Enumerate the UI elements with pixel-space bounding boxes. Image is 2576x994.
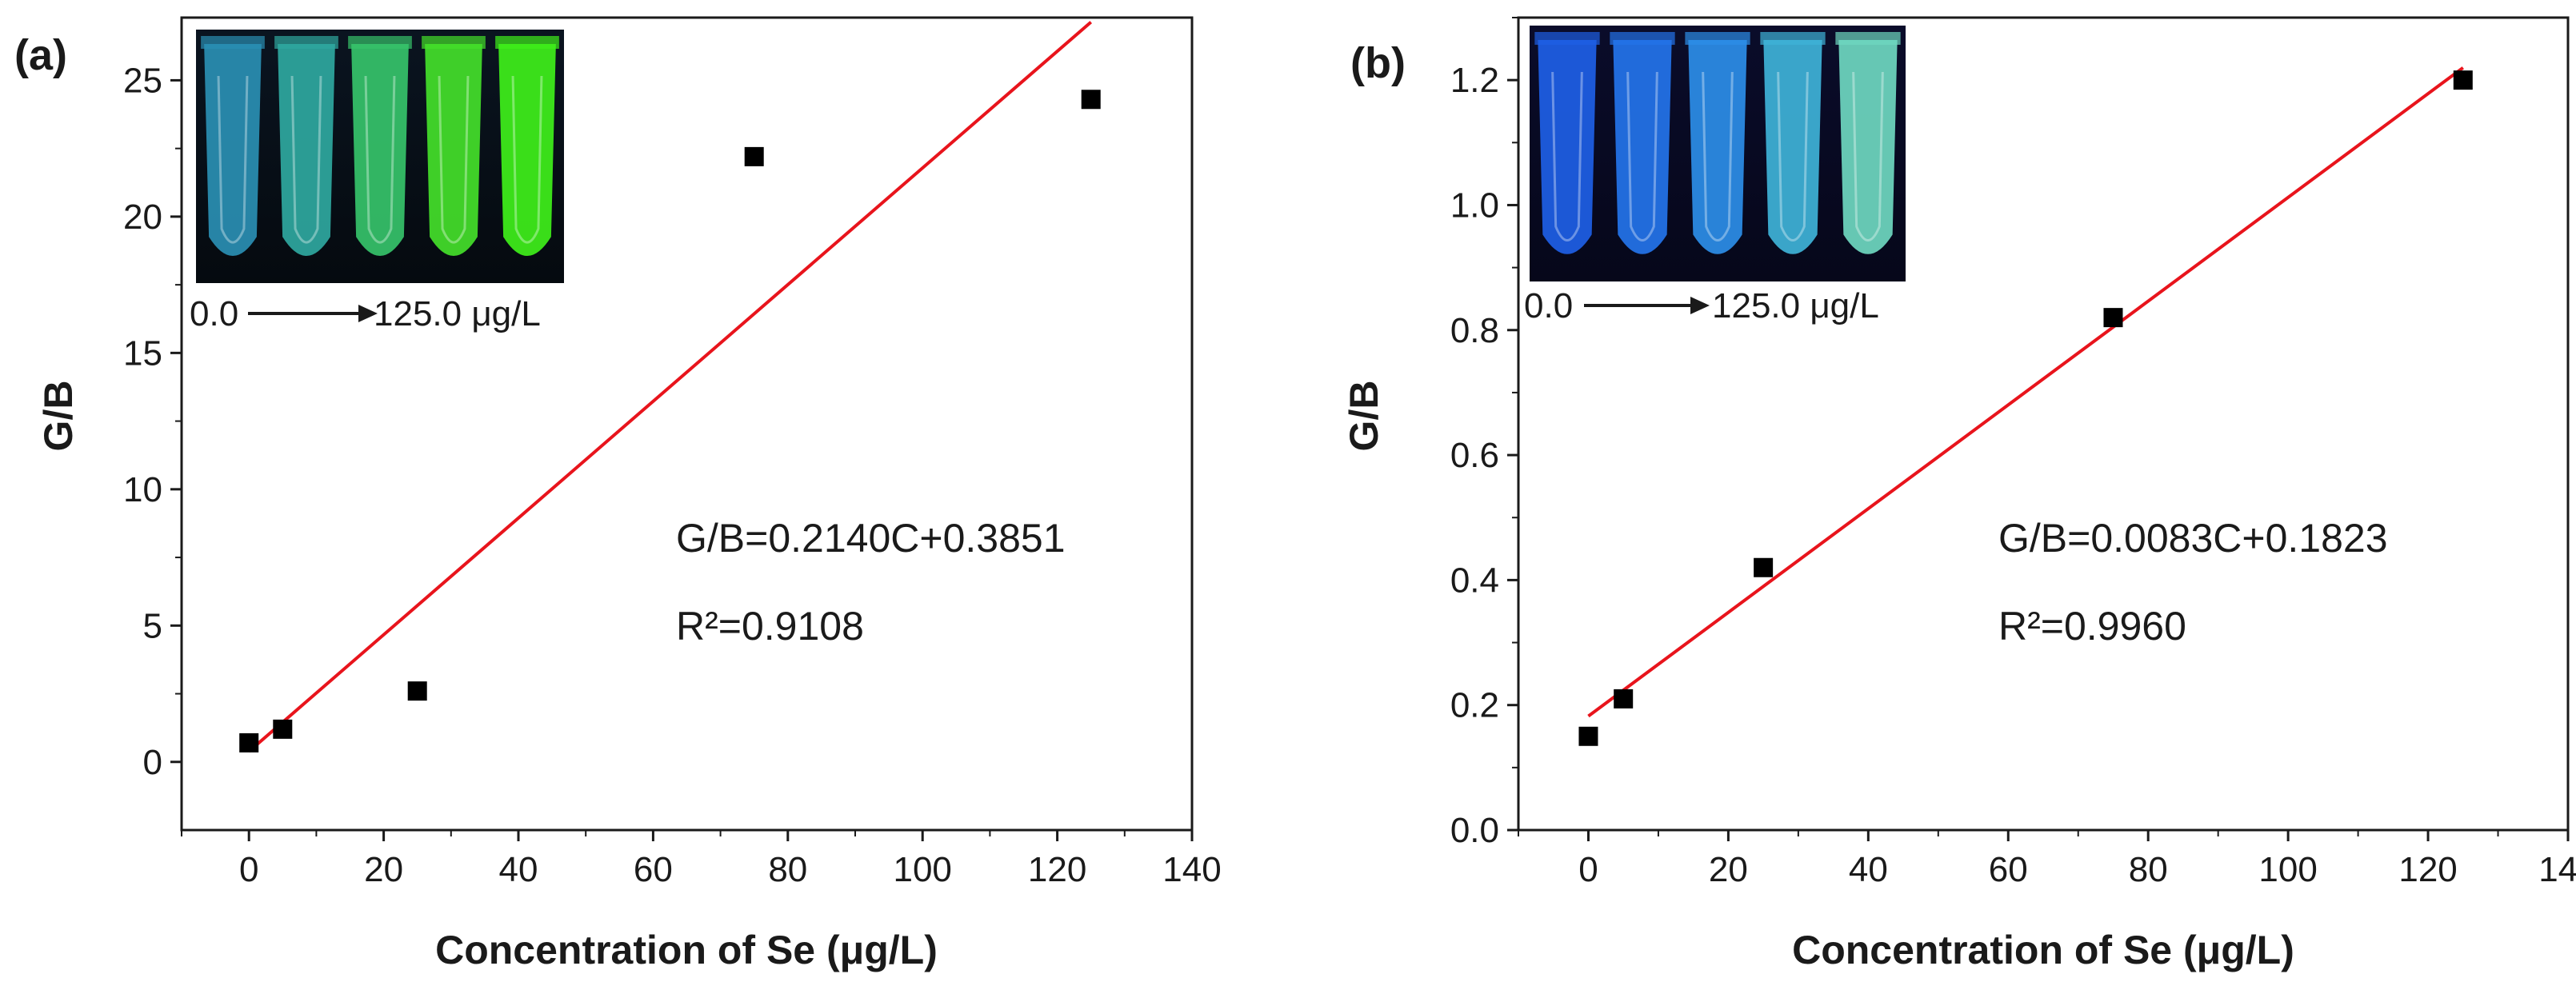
x-tick-label: 140 bbox=[1162, 850, 1221, 889]
y-tick-label: 0.6 bbox=[1450, 436, 1499, 475]
tube bbox=[201, 36, 265, 257]
panel-b-inset-arrowhead bbox=[1690, 297, 1710, 314]
panel-a-inset-arrowhead bbox=[358, 305, 378, 322]
panel-a-plot-frame bbox=[180, 16, 1194, 832]
panel-a-r-squared: R²=0.9108 bbox=[676, 604, 864, 649]
panel-b-fit bbox=[1587, 66, 2464, 718]
x-tick-label: 140 bbox=[2538, 850, 2576, 889]
panel-b-plot-frame bbox=[1517, 16, 2570, 832]
x-tick-label: 60 bbox=[1989, 850, 2028, 889]
x-tick-label: 100 bbox=[2258, 850, 2317, 889]
panel-a-tube-row bbox=[201, 36, 559, 257]
panel-a-y-axis-title: G/B bbox=[36, 381, 81, 452]
panel-b-y-axis-title: G/B bbox=[1342, 381, 1386, 452]
y-tick-label: 0.4 bbox=[1450, 561, 1499, 600]
y-tick-label: 10 bbox=[123, 470, 162, 509]
data-point bbox=[239, 733, 259, 752]
tube bbox=[1610, 32, 1675, 254]
data-point bbox=[2103, 308, 2123, 328]
tube bbox=[348, 36, 412, 257]
panel-b-equation: G/B=0.0083C+0.1823 bbox=[1998, 516, 2388, 561]
panel-b: 0204060801001201400.00.20.40.60.81.01.2 … bbox=[1342, 16, 2576, 972]
x-tick-label: 0 bbox=[239, 850, 258, 889]
panel-b-r-squared: R²=0.9960 bbox=[1998, 604, 2186, 649]
data-point bbox=[1081, 90, 1101, 110]
y-tick-label: 0 bbox=[143, 743, 162, 782]
tube bbox=[1534, 32, 1600, 254]
panel-b-label: (b) bbox=[1350, 39, 1406, 87]
tube bbox=[274, 36, 338, 257]
data-point bbox=[407, 681, 427, 701]
x-tick-label: 80 bbox=[2129, 850, 2168, 889]
data-point bbox=[1614, 689, 1634, 709]
data-point bbox=[1754, 557, 1774, 577]
fit-line bbox=[1587, 66, 2464, 718]
tube bbox=[422, 36, 486, 257]
y-tick-label: 0.0 bbox=[1450, 811, 1499, 850]
y-tick-label: 0.2 bbox=[1450, 686, 1499, 725]
panel-a-label: (a) bbox=[14, 31, 67, 79]
panel-b-x-axis-title: Concentration of Se (μg/L) bbox=[1792, 928, 2294, 972]
y-tick-label: 25 bbox=[123, 61, 162, 100]
panel-b-axis-ticks: 0 20 40 60 80 100 120 140 0.0 0.2 0.4 0.6 0.8 1.0 1.2 bbox=[1450, 17, 2576, 889]
data-point bbox=[2453, 70, 2473, 90]
y-tick-label: 1.0 bbox=[1450, 186, 1499, 225]
tube bbox=[1835, 32, 1901, 254]
x-tick-label: 120 bbox=[1028, 850, 1086, 889]
panel-a-x-axis-title: Concentration of Se (μg/L) bbox=[435, 928, 938, 972]
data-point bbox=[744, 146, 764, 166]
x-tick-label: 20 bbox=[364, 850, 403, 889]
x-tick-label: 80 bbox=[768, 850, 807, 889]
fit-line bbox=[247, 21, 1093, 753]
panel-a-equation: G/B=0.2140C+0.3851 bbox=[676, 516, 1066, 561]
panel-a: 0 20 40 60 80 100 120 140 0 5 10 15 20 25 0.0 125.0 μ… bbox=[14, 16, 1222, 972]
panel-a-axis-ticks: 0 20 40 60 80 100 120 140 0 5 10 15 20 25 bbox=[123, 61, 1222, 889]
panel-b-points bbox=[1578, 70, 2473, 746]
tube bbox=[1685, 32, 1750, 254]
x-tick-label: 60 bbox=[634, 850, 673, 889]
panel-a-inset-caption-start: 0.0 bbox=[190, 294, 238, 333]
y-tick-label: 20 bbox=[123, 198, 162, 237]
x-tick-label: 40 bbox=[499, 850, 538, 889]
x-tick-label: 20 bbox=[1709, 850, 1748, 889]
x-tick-label: 120 bbox=[2398, 850, 2457, 889]
panel-a-inset-photo bbox=[196, 30, 564, 283]
panel-a-fit bbox=[247, 21, 1093, 753]
x-tick-label: 40 bbox=[1849, 850, 1888, 889]
x-tick-label: 100 bbox=[893, 850, 951, 889]
data-point bbox=[1578, 726, 1598, 746]
panel-a-inset-caption-end: 125.0 μg/L bbox=[374, 294, 541, 333]
panel-b-inset-caption-start: 0.0 bbox=[1524, 286, 1573, 325]
x-tick-label: 0 bbox=[1578, 850, 1598, 889]
y-tick-label: 15 bbox=[123, 333, 162, 373]
y-tick-label: 0.8 bbox=[1450, 311, 1499, 350]
panel-a-points bbox=[239, 90, 1101, 752]
panel-b-inset-photo bbox=[1530, 26, 1906, 281]
data-point bbox=[273, 719, 293, 739]
tube bbox=[1760, 32, 1826, 254]
panel-b-tube-row bbox=[1534, 32, 1901, 254]
tube bbox=[495, 36, 559, 257]
y-tick-label: 5 bbox=[143, 606, 162, 645]
y-tick-label: 1.2 bbox=[1450, 61, 1499, 100]
panel-b-inset-caption-end: 125.0 μg/L bbox=[1712, 286, 1879, 325]
